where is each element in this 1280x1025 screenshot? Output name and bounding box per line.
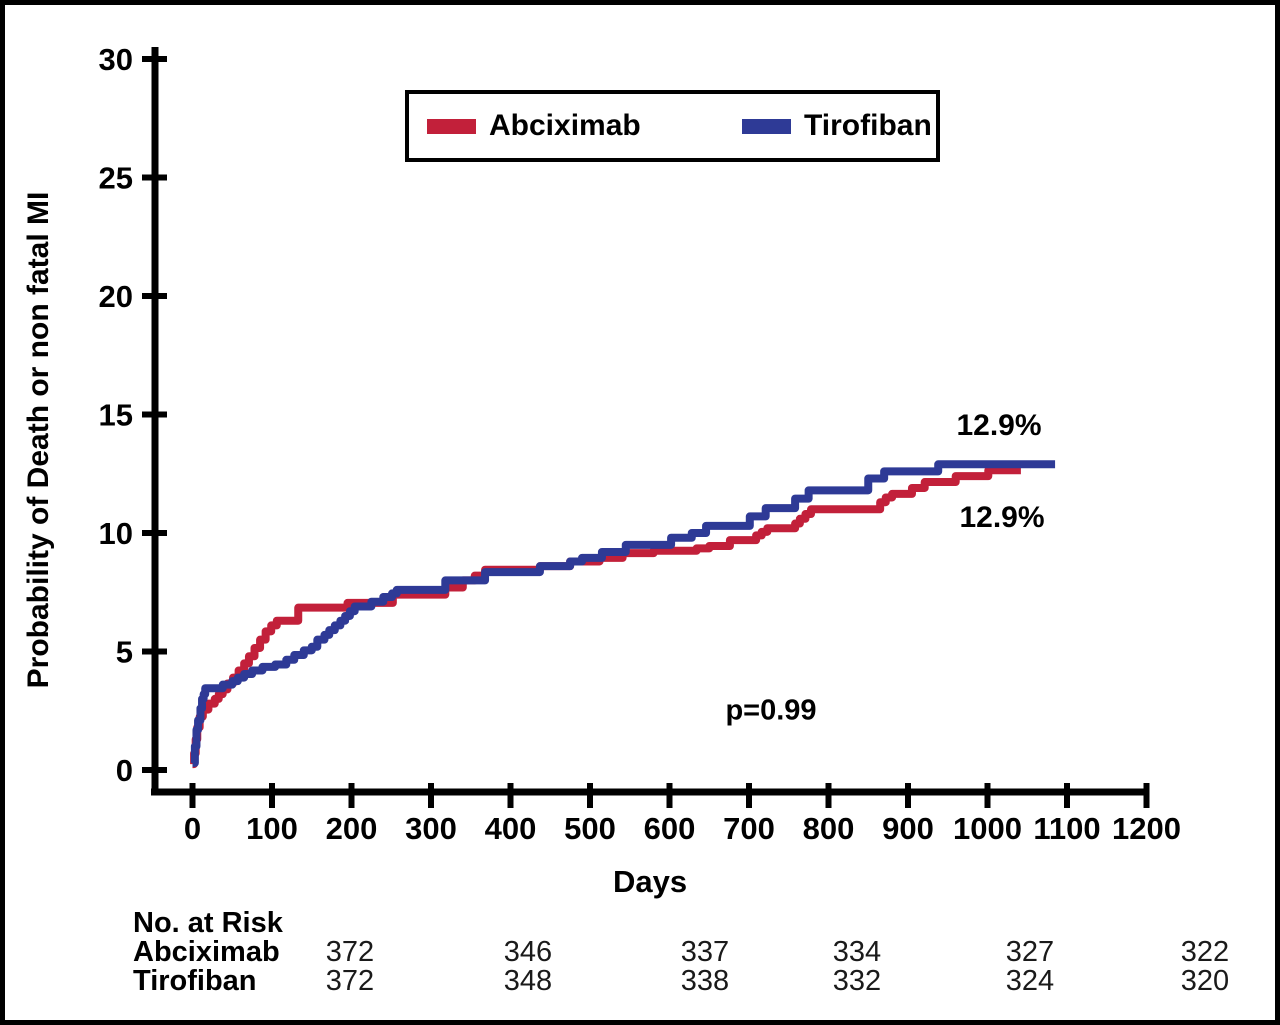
legend-item-abciximab: Abciximab <box>427 94 641 158</box>
x-tick-label: 700 <box>723 811 775 846</box>
y-tick-label: 25 <box>99 161 133 196</box>
x-tick-label: 0 <box>184 811 201 846</box>
risk-row-label-tirofiban: Tirofiban <box>133 965 257 997</box>
y-tick-label: 10 <box>99 516 133 551</box>
x-tick-label: 900 <box>882 811 934 846</box>
legend-item-tirofiban: Tirofiban <box>742 94 932 158</box>
risk-count-abciximab-1: 346 <box>503 936 553 968</box>
risk-count-tirofiban-4: 324 <box>1005 965 1055 997</box>
x-tick-label: 300 <box>405 811 457 846</box>
x-tick-label: 1000 <box>953 811 1022 846</box>
risk-table-title: No. at Risk <box>133 907 283 939</box>
abciximab-color-swatch-icon <box>427 118 476 134</box>
abciximab-curve <box>190 466 1021 769</box>
x-tick-label: 800 <box>803 811 855 846</box>
abciximab-endpoint-label: 12.9% <box>959 501 1045 534</box>
y-tick-label: 30 <box>99 42 133 77</box>
y-tick-label: 15 <box>99 398 133 433</box>
x-tick-label: 200 <box>326 811 378 846</box>
risk-count-abciximab-5: 322 <box>1180 936 1230 968</box>
tirofiban-color-swatch-icon <box>742 118 791 134</box>
y-tick-label: 0 <box>116 753 133 788</box>
risk-count-abciximab-3: 334 <box>832 936 882 968</box>
km-plot-canvas: 0 100 200 300 400 500 600 700 800 900 1000 1100 1200… <box>99 42 1181 846</box>
risk-count-tirofiban-5: 320 <box>1180 965 1230 997</box>
x-tick-label: 100 <box>246 811 298 846</box>
legend-label-tirofiban: Tirofiban <box>804 109 932 142</box>
risk-count-abciximab-0: 372 <box>325 936 375 968</box>
x-tick-label: 600 <box>644 811 696 846</box>
risk-count-tirofiban-1: 348 <box>503 965 553 997</box>
x-tick-label: 400 <box>485 811 537 846</box>
risk-count-abciximab-4: 327 <box>1005 936 1055 968</box>
risk-count-abciximab-2: 337 <box>680 936 730 968</box>
x-tick-label: 500 <box>564 811 616 846</box>
y-axis-title: Probability of Death or non fatal MI <box>22 191 55 689</box>
risk-count-tirofiban-3: 332 <box>832 965 882 997</box>
risk-count-tirofiban-2: 338 <box>680 965 730 997</box>
risk-count-tirofiban-0: 372 <box>325 965 375 997</box>
x-tick-label: 1100 <box>1033 811 1100 846</box>
y-tick-label: 20 <box>99 279 133 314</box>
legend-label-abciximab: Abciximab <box>489 109 641 142</box>
p-value-label: p=0.99 <box>725 694 817 727</box>
legend-box: Abciximab Tirofiban <box>405 90 940 162</box>
tirofiban-endpoint-label: 12.9% <box>956 409 1042 442</box>
tirofiban-curve <box>190 460 1056 767</box>
y-tick-label: 5 <box>116 635 133 670</box>
x-tick-label: 1200 <box>1112 811 1181 846</box>
risk-row-label-abciximab: Abciximab <box>133 936 280 968</box>
x-axis-title: Days <box>612 864 688 899</box>
